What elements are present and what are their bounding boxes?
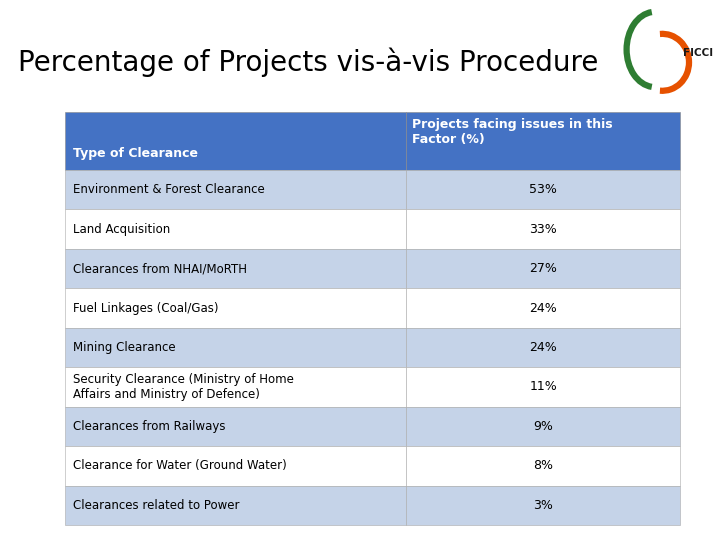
Text: 9%: 9% xyxy=(534,420,553,433)
Text: Percentage of Projects vis-à-vis Procedure: Percentage of Projects vis-à-vis Procedu… xyxy=(18,47,598,77)
Bar xyxy=(65,170,406,210)
Bar xyxy=(65,288,406,328)
Text: 33%: 33% xyxy=(529,222,557,235)
Bar xyxy=(65,112,406,170)
Bar xyxy=(406,249,680,288)
Bar xyxy=(406,210,680,249)
Text: 53%: 53% xyxy=(529,183,557,196)
Bar xyxy=(65,407,406,446)
Text: Security Clearance (Ministry of Home
Affairs and Ministry of Defence): Security Clearance (Ministry of Home Aff… xyxy=(73,373,294,401)
Bar xyxy=(406,446,680,485)
Text: Fuel Linkages (Coal/Gas): Fuel Linkages (Coal/Gas) xyxy=(73,301,218,315)
Text: 11%: 11% xyxy=(529,381,557,394)
Bar xyxy=(65,249,406,288)
Bar xyxy=(65,328,406,367)
Text: Environment & Forest Clearance: Environment & Forest Clearance xyxy=(73,183,265,196)
Bar xyxy=(406,170,680,210)
Bar xyxy=(406,112,680,170)
Bar xyxy=(65,446,406,485)
Text: Clearances from NHAI/MoRTH: Clearances from NHAI/MoRTH xyxy=(73,262,247,275)
Bar xyxy=(65,210,406,249)
Text: Clearances related to Power: Clearances related to Power xyxy=(73,499,240,512)
Bar xyxy=(406,328,680,367)
Bar xyxy=(406,367,680,407)
Bar xyxy=(65,367,406,407)
Text: 3%: 3% xyxy=(534,499,553,512)
Bar xyxy=(65,485,406,525)
Text: Mining Clearance: Mining Clearance xyxy=(73,341,176,354)
Text: Type of Clearance: Type of Clearance xyxy=(73,147,198,160)
Text: Projects facing issues in this
Factor (%): Projects facing issues in this Factor (%… xyxy=(413,118,613,146)
Text: 8%: 8% xyxy=(534,460,553,472)
Text: Clearance for Water (Ground Water): Clearance for Water (Ground Water) xyxy=(73,460,287,472)
Bar xyxy=(406,485,680,525)
Text: FICCI: FICCI xyxy=(683,48,713,58)
Text: Land Acquisition: Land Acquisition xyxy=(73,222,170,235)
Text: 24%: 24% xyxy=(529,341,557,354)
Text: 27%: 27% xyxy=(529,262,557,275)
Text: Clearances from Railways: Clearances from Railways xyxy=(73,420,225,433)
Text: 24%: 24% xyxy=(529,301,557,315)
Bar xyxy=(406,407,680,446)
Bar xyxy=(406,288,680,328)
